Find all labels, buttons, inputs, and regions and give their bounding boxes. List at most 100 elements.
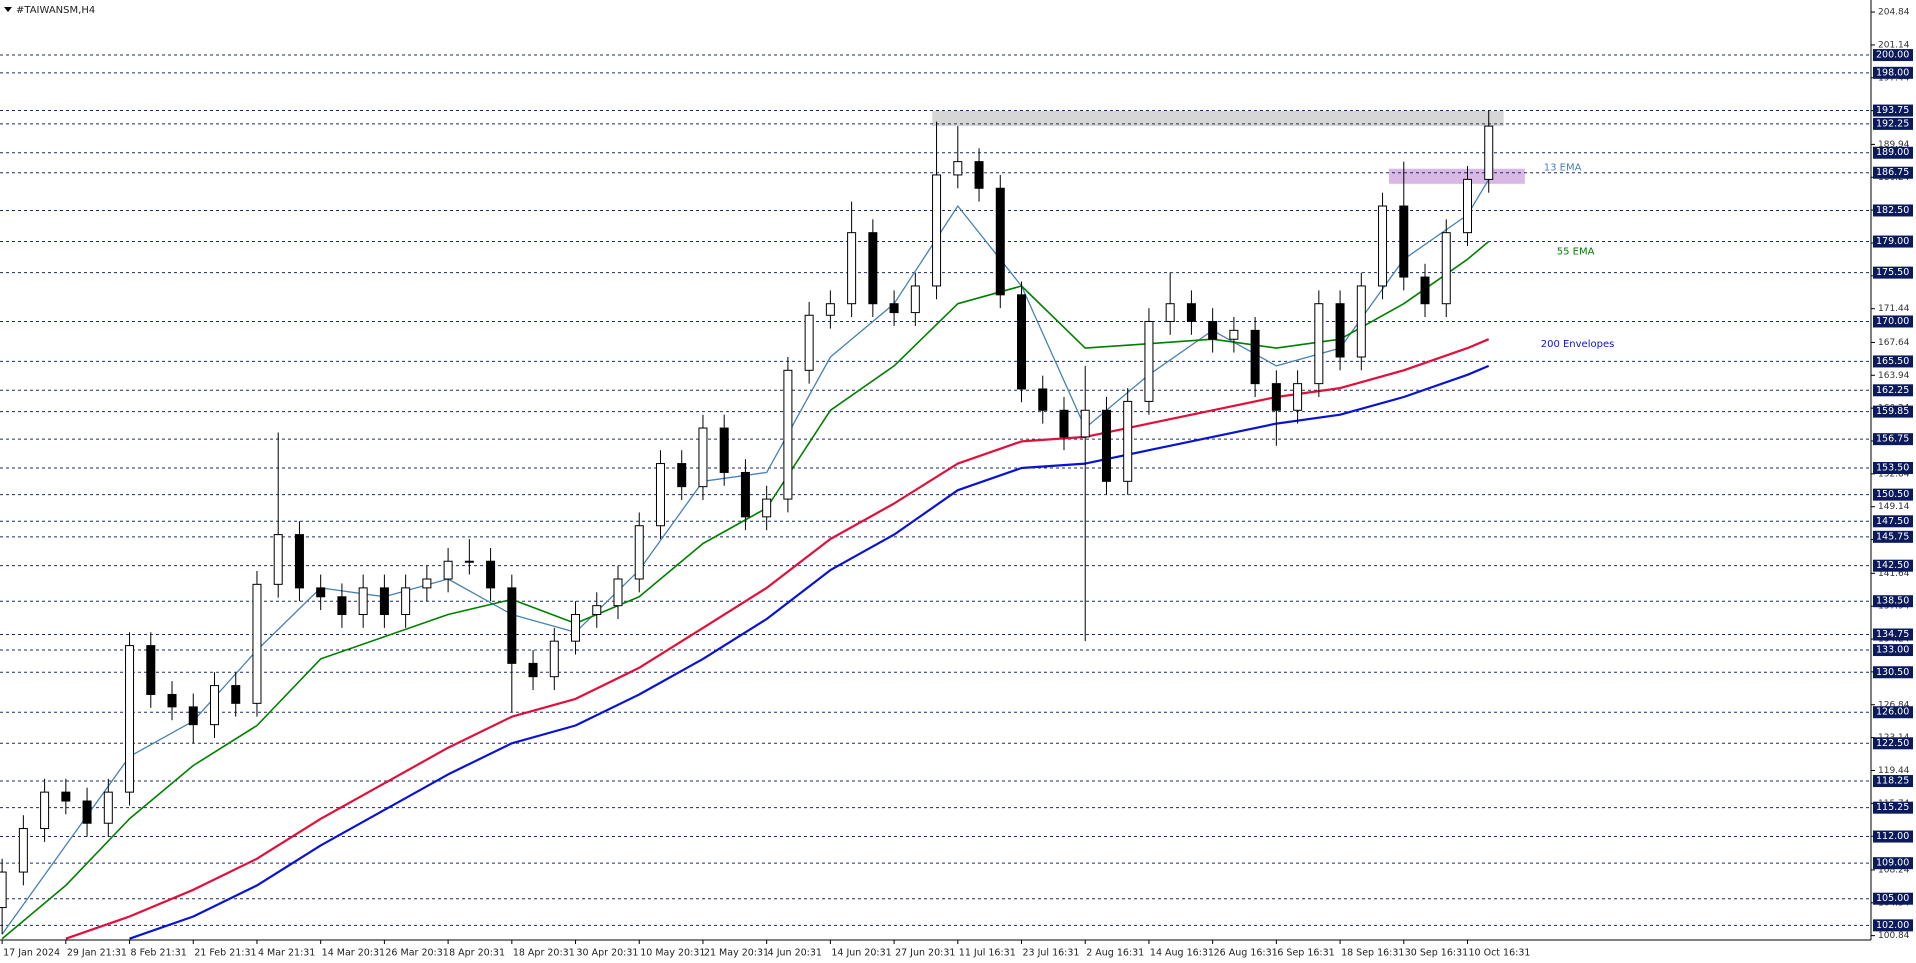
y-tick-label: 141.64 [1878,569,1910,579]
candle-body [464,560,474,563]
x-tick-label: 4 Jun 20:31 [768,948,822,959]
candle-body [1229,329,1239,340]
candle-body [40,791,50,830]
level-label: 153.50 [1876,463,1909,474]
level-label: 189.00 [1876,147,1909,158]
level-label-box [1873,706,1913,719]
level-label: 175.50 [1876,267,1909,278]
x-tick-label: 8 Feb 21:31 [131,948,187,959]
level-label-box [1873,737,1913,750]
candle-body [273,534,283,585]
candle-body [188,706,198,726]
level-label-box [1873,666,1913,679]
candle-body [1293,383,1303,411]
candle-body [1378,205,1388,287]
candle-body [1271,383,1281,411]
level-label-box [1873,830,1913,843]
indicator-label: 200 Envelopes [1541,339,1615,350]
y-tick-label: 204.84 [1878,8,1910,18]
candle-body [655,463,665,527]
x-tick-label: 10 Oct 16:31 [1468,948,1530,959]
level-label: 156.75 [1876,434,1909,445]
x-tick-label: 27 Jun 20:31 [895,948,955,959]
level-label-box [1873,919,1913,932]
level-label: 145.75 [1876,531,1909,542]
candle-body [507,587,517,664]
level-label-box [1873,530,1913,543]
y-tick-label: 189.94 [1878,140,1910,150]
candle-body [910,285,920,314]
candle-body [337,596,347,616]
y-tick-label: 100.84 [1878,931,1910,941]
level-label-box [1873,204,1913,217]
candle-body [762,498,772,518]
candle-body [61,791,71,802]
candle-body [1144,320,1154,402]
candle-body [932,174,942,287]
level-label: 159.85 [1876,406,1909,417]
level-label-box [1873,628,1913,641]
x-tick-label: 6 Sep 16:31 [1277,948,1334,959]
x-tick-label: 10 May 20:31 [640,948,705,959]
chart-title: #TAIWANSM,H4 [16,5,95,16]
candle-body [422,578,432,589]
level-label-box [1873,433,1913,446]
level-label: 142.50 [1876,560,1909,571]
candle-body [1250,329,1260,385]
candle-body [1441,232,1451,305]
x-tick-label: 8 Apr 20:31 [449,948,505,959]
level-label-box [1873,488,1913,501]
level-label-box [1873,857,1913,870]
level-label: 147.50 [1876,516,1909,527]
level-label-box [1873,355,1913,368]
candle-body [1017,294,1027,390]
candle-body [443,560,453,580]
candle-body [677,463,687,488]
level-label-box [1873,166,1913,179]
x-tick-label: 18 Apr 20:31 [513,948,575,959]
candle-body [571,614,581,642]
candle-body [634,525,644,580]
level-label-box [1873,66,1913,79]
level-label-box [1873,146,1913,159]
level-label: 182.50 [1876,205,1909,216]
level-label: 186.75 [1876,167,1909,178]
candle-body [82,800,92,824]
level-label: 102.00 [1876,920,1909,931]
candle-body [740,471,750,518]
level-label: 198.00 [1876,67,1909,78]
level-label-box [1873,462,1913,475]
candle-body [146,645,156,695]
y-tick-label: 167.64 [1878,338,1910,348]
candle-body [316,587,326,598]
price-zone [932,111,1504,127]
y-tick-label: 149.14 [1878,502,1910,512]
candle-body [167,693,177,708]
candle-body [698,427,708,488]
candle-body [1186,303,1196,322]
level-label: 109.00 [1876,858,1909,869]
level-label: 126.00 [1876,707,1909,718]
level-label-box [1873,405,1913,418]
x-tick-label: 14 Jun 20:31 [831,948,891,959]
x-tick-label: 11 Jul 16:31 [959,948,1016,959]
menu-arrow[interactable] [4,7,12,12]
candle-body [231,685,241,704]
candle-body [953,161,963,176]
x-tick-label: 26 Mar 20:31 [385,948,448,959]
x-tick-label: 4 Mar 21:31 [258,948,315,959]
level-label-box [1873,235,1913,248]
price-zone [1388,168,1525,184]
x-tick-label: 30 Sep 16:31 [1405,948,1468,959]
level-label: 138.50 [1876,596,1909,607]
x-tick-label: 30 Apr 20:31 [577,948,639,959]
level-label: 192.25 [1876,118,1909,129]
candle-body [1314,303,1324,385]
candle-body [528,662,538,678]
y-tick-label: 201.14 [1878,40,1910,50]
candle-body [358,587,368,616]
indicator-line [65,338,1490,940]
candle-body [379,587,389,616]
candle-body [974,161,984,189]
candle-body [1399,205,1409,278]
